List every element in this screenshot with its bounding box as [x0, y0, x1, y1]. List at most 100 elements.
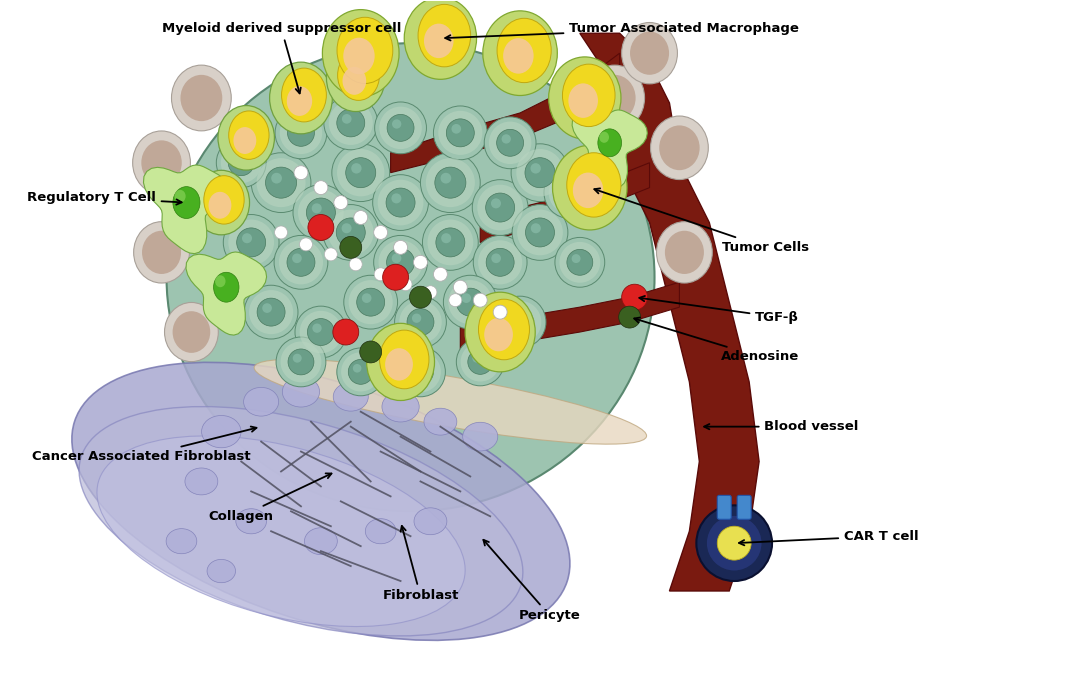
- Circle shape: [549, 171, 591, 214]
- Ellipse shape: [287, 86, 312, 116]
- Ellipse shape: [651, 116, 708, 179]
- Ellipse shape: [337, 17, 393, 83]
- Ellipse shape: [173, 187, 200, 218]
- Circle shape: [308, 215, 334, 241]
- Circle shape: [328, 209, 373, 255]
- Circle shape: [485, 193, 514, 222]
- Circle shape: [456, 288, 484, 316]
- Circle shape: [237, 228, 266, 257]
- Circle shape: [449, 294, 462, 307]
- Circle shape: [392, 194, 401, 203]
- Circle shape: [718, 527, 751, 560]
- Circle shape: [293, 124, 301, 134]
- Circle shape: [294, 166, 308, 179]
- Circle shape: [337, 109, 365, 137]
- Ellipse shape: [549, 57, 621, 139]
- Circle shape: [400, 351, 441, 392]
- Circle shape: [396, 347, 445, 397]
- Ellipse shape: [572, 173, 604, 208]
- Polygon shape: [580, 33, 759, 591]
- Ellipse shape: [385, 349, 413, 381]
- Circle shape: [359, 341, 382, 363]
- Circle shape: [340, 237, 362, 258]
- Circle shape: [462, 293, 471, 303]
- Circle shape: [244, 285, 298, 339]
- Circle shape: [380, 106, 422, 149]
- Circle shape: [292, 254, 301, 263]
- Circle shape: [312, 323, 322, 333]
- Ellipse shape: [305, 528, 337, 554]
- Ellipse shape: [495, 103, 605, 203]
- Ellipse shape: [132, 131, 190, 194]
- Circle shape: [525, 158, 555, 188]
- Ellipse shape: [334, 383, 368, 411]
- Circle shape: [221, 143, 261, 183]
- Ellipse shape: [382, 391, 420, 422]
- Circle shape: [323, 205, 379, 261]
- Circle shape: [373, 235, 427, 289]
- Ellipse shape: [236, 509, 267, 534]
- Text: Blood vessel: Blood vessel: [704, 420, 859, 433]
- Circle shape: [461, 342, 500, 381]
- Circle shape: [331, 144, 390, 202]
- Circle shape: [507, 309, 534, 336]
- Circle shape: [328, 101, 372, 145]
- Circle shape: [337, 218, 365, 247]
- Text: Regulatory T Cell: Regulatory T Cell: [27, 191, 182, 205]
- Circle shape: [438, 110, 482, 155]
- Circle shape: [256, 158, 306, 207]
- Ellipse shape: [585, 65, 645, 131]
- Ellipse shape: [424, 24, 454, 58]
- Circle shape: [349, 280, 393, 324]
- Ellipse shape: [484, 318, 513, 351]
- Ellipse shape: [185, 468, 217, 495]
- Circle shape: [353, 364, 362, 372]
- Circle shape: [228, 150, 254, 176]
- Circle shape: [436, 228, 465, 257]
- Circle shape: [383, 265, 409, 291]
- Circle shape: [501, 134, 511, 144]
- Ellipse shape: [270, 62, 332, 134]
- Ellipse shape: [631, 31, 669, 75]
- Circle shape: [412, 364, 421, 372]
- Circle shape: [332, 319, 358, 345]
- Ellipse shape: [193, 170, 250, 235]
- Circle shape: [456, 338, 505, 386]
- Circle shape: [307, 198, 336, 227]
- Polygon shape: [391, 53, 620, 173]
- Circle shape: [530, 163, 541, 173]
- Circle shape: [274, 235, 328, 289]
- Circle shape: [706, 516, 762, 571]
- Circle shape: [560, 242, 600, 283]
- Ellipse shape: [323, 10, 399, 97]
- Circle shape: [530, 223, 541, 233]
- Circle shape: [421, 153, 480, 213]
- Ellipse shape: [166, 529, 197, 554]
- Circle shape: [216, 138, 266, 188]
- Circle shape: [279, 240, 323, 284]
- Circle shape: [251, 153, 311, 213]
- Ellipse shape: [463, 422, 498, 451]
- Circle shape: [263, 303, 272, 313]
- Circle shape: [567, 250, 593, 276]
- Text: Cancer Associated Fibroblast: Cancer Associated Fibroblast: [32, 426, 256, 463]
- Ellipse shape: [330, 53, 470, 153]
- Ellipse shape: [540, 183, 639, 282]
- Ellipse shape: [203, 176, 244, 224]
- Ellipse shape: [660, 125, 699, 170]
- Ellipse shape: [567, 153, 621, 217]
- Circle shape: [299, 311, 342, 353]
- Text: Collagen: Collagen: [209, 473, 331, 523]
- Circle shape: [511, 144, 569, 202]
- Circle shape: [555, 237, 605, 287]
- Text: TGF-β: TGF-β: [639, 296, 799, 323]
- Ellipse shape: [72, 362, 570, 640]
- Circle shape: [491, 198, 501, 209]
- Ellipse shape: [338, 50, 380, 100]
- Ellipse shape: [229, 111, 269, 160]
- Circle shape: [277, 337, 326, 387]
- Circle shape: [271, 173, 282, 183]
- Ellipse shape: [414, 508, 447, 535]
- Ellipse shape: [261, 73, 381, 173]
- FancyBboxPatch shape: [718, 495, 732, 519]
